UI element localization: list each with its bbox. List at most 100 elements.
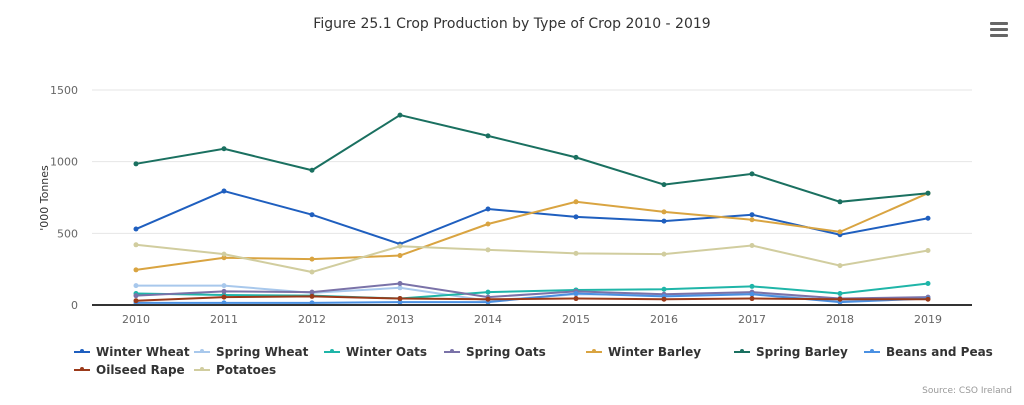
data-point[interactable] [749,291,755,297]
data-point[interactable] [837,229,843,235]
data-point[interactable] [309,256,315,262]
x-tick-label: 2016 [650,313,678,326]
legend-item-winter-barley[interactable]: Winter Barley [586,345,701,359]
series-line[interactable] [135,295,928,302]
data-point[interactable] [661,251,667,257]
data-point[interactable] [925,215,931,221]
legend-item-winter-oats[interactable]: Winter Oats [324,345,427,359]
y-tick-label: 500 [57,227,78,240]
data-point[interactable] [221,251,227,257]
source-credit[interactable]: Source: CSO Ireland [922,386,1012,396]
data-point[interactable] [221,255,227,261]
data-point[interactable] [309,269,315,275]
series-oilseed-rape[interactable] [133,293,931,304]
data-point[interactable] [397,253,403,259]
data-point[interactable] [749,217,755,223]
data-point[interactable] [837,291,843,297]
series-line[interactable] [135,243,929,274]
data-point[interactable] [573,250,579,256]
y-tick-label: 1000 [50,156,78,169]
hamburger-menu-icon[interactable] [990,22,1008,38]
data-point[interactable] [485,289,491,295]
data-point[interactable] [661,286,667,292]
data-point[interactable] [309,212,315,218]
legend-label: Winter Barley [608,345,702,359]
x-tick-label: 2014 [474,313,502,326]
data-point[interactable] [221,146,227,152]
data-point[interactable] [749,296,755,302]
data-point[interactable] [925,248,931,254]
legend-label: Winter Wheat [96,345,190,359]
series-potatoes[interactable] [133,242,931,275]
data-point[interactable] [749,171,755,177]
data-point[interactable] [397,281,403,286]
data-point[interactable] [837,263,843,269]
data-point[interactable] [397,285,403,291]
data-point[interactable] [397,299,403,305]
legend-item-spring-oats[interactable]: Spring Oats [444,345,546,359]
data-point[interactable] [661,182,667,188]
data-point[interactable] [397,296,403,302]
data-point[interactable] [221,283,227,289]
legend-item-winter-wheat[interactable]: Winter Wheat [74,345,190,359]
data-point[interactable] [133,283,139,289]
series-line[interactable] [135,189,929,246]
data-point[interactable] [221,288,227,294]
data-point[interactable] [133,242,139,248]
data-point[interactable] [573,214,579,220]
legend-line-marker-icon [194,349,210,353]
series-line[interactable] [135,192,929,271]
data-point[interactable] [309,167,315,173]
legend-item-potatoes[interactable]: Potatoes [194,363,276,377]
series-line[interactable] [135,282,929,300]
data-point[interactable] [485,133,491,139]
data-point[interactable] [573,154,579,160]
data-point[interactable] [573,296,579,302]
legend-item-oilseed-rape[interactable]: Oilseed Rape [74,363,185,377]
chart-title: Figure 25.1 Crop Production by Type of C… [313,16,711,32]
series-winter-barley[interactable] [133,190,931,273]
gridlines [92,89,972,234]
legend-item-spring-barley[interactable]: Spring Barley [734,345,848,359]
data-point[interactable] [749,243,755,249]
data-point[interactable] [133,293,139,299]
data-point[interactable] [133,161,139,167]
data-point[interactable] [837,199,843,205]
data-point[interactable] [573,291,579,297]
data-point[interactable] [485,221,491,227]
series-line[interactable] [135,114,929,203]
data-point[interactable] [573,199,579,205]
data-point[interactable] [397,243,403,249]
data-point[interactable] [309,289,315,295]
data-point[interactable] [837,296,843,302]
legend-label: Spring Wheat [216,345,309,359]
series-spring-barley[interactable] [133,112,931,205]
data-point[interactable] [133,226,139,232]
data-point[interactable] [661,209,667,215]
data-point[interactable] [925,190,931,196]
legend-label: Potatoes [216,363,277,377]
data-point[interactable] [133,267,139,273]
x-tick-label: 2017 [738,313,766,326]
series-winter-wheat[interactable] [133,188,931,247]
legend-item-beans-and-peas[interactable]: Beans and Peas [864,345,993,359]
legend-label: Spring Oats [466,345,546,359]
data-point[interactable] [309,293,315,299]
series-line[interactable] [135,282,929,300]
legend-item-spring-wheat[interactable]: Spring Wheat [194,345,308,359]
data-point[interactable] [925,281,931,286]
legend-line-marker-icon [864,349,880,353]
data-point[interactable] [485,296,491,302]
data-point[interactable] [397,112,403,118]
data-point[interactable] [661,218,667,224]
data-point[interactable] [133,298,139,304]
x-tick-label: 2015 [562,313,590,326]
data-point[interactable] [221,188,227,194]
data-point[interactable] [749,283,755,289]
data-point[interactable] [749,212,755,218]
data-point[interactable] [485,206,491,212]
data-point[interactable] [925,296,931,302]
data-point[interactable] [661,296,667,302]
data-point[interactable] [221,294,227,300]
data-point[interactable] [485,247,491,253]
